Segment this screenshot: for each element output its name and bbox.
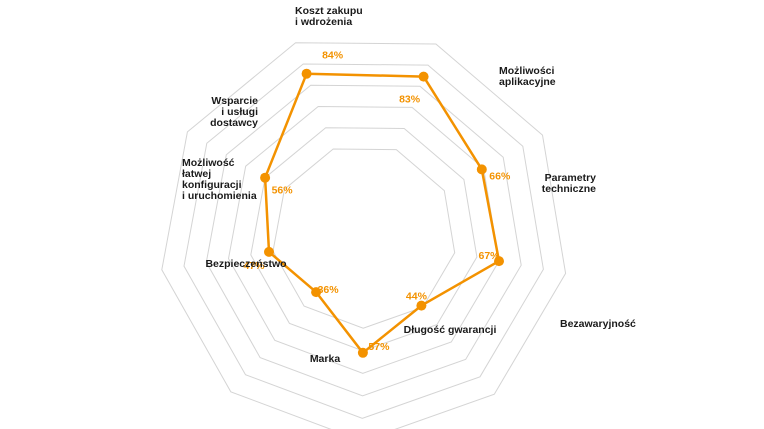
category-label-line: Bezawaryjność [560, 318, 636, 330]
category-label-line: Marka [310, 353, 341, 365]
category-label-line: dostawcy [210, 117, 258, 129]
value-label-3: 66% [489, 170, 511, 182]
data-point-1 [301, 68, 312, 79]
value-label-9: 56% [272, 185, 294, 197]
category-label-line: łatwej [182, 168, 211, 180]
category-label-2: Możliwości aplikacyjne [499, 65, 556, 88]
category-label-4: Bezawaryjność [560, 318, 636, 330]
category-label-line: Koszt zakupu [295, 5, 363, 17]
value-label-5: 44% [406, 291, 428, 303]
grid-ring-5 [183, 63, 544, 419]
value-label-6: 57% [368, 341, 390, 353]
data-point-3 [476, 164, 487, 175]
data-point-2 [418, 71, 429, 82]
category-label-line: Możliwość [182, 157, 235, 169]
data-point-5 [416, 300, 427, 311]
value-label-1: 84% [322, 50, 344, 62]
data-point-7 [311, 287, 322, 298]
category-label-line: i wdrożenia [295, 16, 352, 28]
data-point-6 [357, 347, 368, 358]
category-label-line: aplikacyjne [499, 76, 556, 88]
grid-ring-3 [227, 105, 500, 374]
category-label-line: i uruchomienia [182, 190, 257, 202]
category-label-1: Koszt zakupu i wdrożenia [295, 5, 363, 28]
category-label-9: Wsparcie i usługi dostawcy [210, 95, 258, 129]
value-label-4: 67% [478, 250, 500, 262]
value-label-2: 83% [399, 94, 421, 106]
category-label-6: Marka [310, 353, 341, 365]
radar-labels: 84%83%66%67%44%57%36%47%56%Koszt zakupu i… [182, 5, 636, 365]
category-label-7: Bezpieczeństwo [205, 258, 286, 270]
radar-series [260, 68, 504, 358]
category-label-line: i usługi [221, 106, 258, 118]
grid-ring-2 [250, 127, 478, 352]
radar-grid [161, 42, 567, 429]
grid-ring-1 [272, 148, 456, 329]
series-line [263, 72, 501, 355]
data-point-8 [264, 246, 274, 257]
category-label-line: konfiguracji [182, 179, 242, 191]
data-point-9 [260, 172, 271, 183]
category-label-line: Bezpieczeństwo [205, 258, 286, 270]
category-label-line: Długość gwarancji [404, 324, 497, 336]
category-label-8: Możliwość łatwej konfiguracji i uruchomieni… [182, 157, 257, 202]
category-label-line: Możliwości [499, 65, 555, 77]
value-label-8: 47% [243, 260, 265, 272]
data-point-4 [494, 256, 504, 267]
category-label-line: Parametry [545, 172, 597, 184]
grid-ring-6 [161, 42, 567, 429]
category-label-line: techniczne [542, 183, 596, 195]
category-label-3: Parametry techniczne [542, 172, 596, 195]
grid-ring-4 [205, 84, 522, 397]
category-label-line: Wsparcie [211, 95, 258, 107]
value-label-7: 36% [318, 284, 340, 296]
category-label-5: Długość gwarancji [404, 324, 497, 336]
